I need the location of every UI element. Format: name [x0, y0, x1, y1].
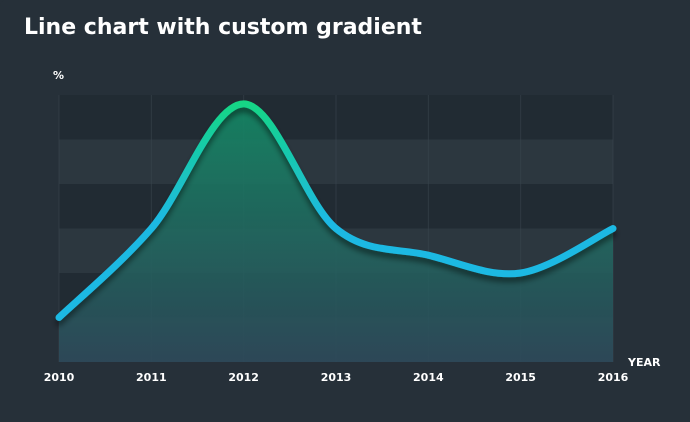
- x-tick-label: 2011: [136, 371, 167, 384]
- chart-title: Line chart with custom gradient: [24, 15, 422, 40]
- x-tick-label: 2010: [44, 371, 75, 384]
- x-tick-label: 2012: [228, 371, 259, 384]
- x-tick-label: 2013: [321, 371, 352, 384]
- y-axis-title: %: [53, 69, 64, 82]
- x-axis-ticks: 2010 2011 2012 2013 2014 2015 2016: [44, 371, 629, 384]
- series-line: [55, 100, 617, 321]
- x-axis-title: YEAR: [627, 356, 661, 369]
- x-tick-label: 2016: [598, 371, 629, 384]
- x-tick-label: 2015: [505, 371, 536, 384]
- x-tick-label: 2014: [413, 371, 444, 384]
